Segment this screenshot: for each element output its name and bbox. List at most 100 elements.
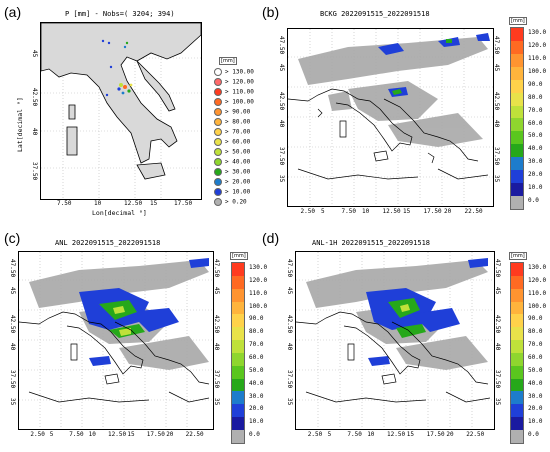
legend-a-row: > 70.00: [214, 128, 250, 136]
legend-a-value: > 30.00: [225, 168, 251, 176]
colorbar-label: 10.0: [528, 184, 543, 192]
xlabel-a: Lon[decimal °]: [92, 209, 147, 217]
panel-title-a: P [mm] - Nobs=( 3204; 394): [65, 10, 175, 18]
colorbar-label: 120.0: [528, 41, 547, 49]
colorbar-label: 70.0: [528, 106, 543, 114]
legend-a-value: > 50.00: [225, 148, 251, 156]
xtick-c: 10: [88, 431, 96, 438]
colorbar-label: 0.0: [528, 431, 539, 439]
xtick-c: 17.50: [146, 431, 165, 438]
ytick-left-c: 45: [9, 286, 16, 295]
ytick-left-c: 42.50: [9, 314, 16, 333]
panel-label-a: (a): [4, 4, 22, 20]
ytick-right-c: 45: [213, 286, 220, 295]
colorbar-segment: [511, 340, 523, 353]
colorbar-segment: [511, 378, 523, 392]
colorbar-segment: [511, 195, 523, 209]
legend-a-marker: [214, 188, 222, 196]
colorbar-segment: [511, 429, 523, 443]
ytick-left-b: 42.50: [278, 91, 285, 110]
panel-label-b: (b): [262, 4, 280, 20]
ytick-right-b: 45: [493, 63, 500, 72]
legend-a-marker: [214, 98, 222, 106]
xtick-b: 20: [444, 208, 452, 215]
ytick-right-c: 40: [213, 342, 220, 350]
ytick-right-b: 40: [493, 119, 500, 127]
colorbar-c: [231, 262, 245, 444]
colorbar-label: 80.0: [528, 328, 543, 336]
panel-label-c: (c): [4, 230, 21, 246]
colorbar-segment: [511, 391, 523, 405]
xtick-c: 7.50: [69, 431, 84, 438]
colorbar-segment: [232, 301, 244, 315]
colorbar-label: 60.0: [249, 354, 264, 361]
xtick-d: 17.50: [426, 431, 445, 438]
colorbar-segment: [232, 352, 244, 366]
colorbar-segment: [232, 404, 244, 418]
colorbar-label: 100.0: [249, 302, 268, 310]
xtick-c: 5: [49, 431, 54, 438]
colorbar-label: 90.0: [528, 315, 543, 323]
colorbar-d: [510, 262, 524, 444]
colorbar-segment: [511, 105, 523, 119]
ytick-right-c: 35: [213, 398, 220, 406]
colorbar-segment: [511, 131, 523, 145]
colorbar-label: 50.0: [528, 366, 543, 374]
legend-a-row: > 80.00: [214, 118, 250, 126]
panel-title-c: ANL 2022091515_2022091518: [55, 239, 161, 247]
colorbar-segment: [511, 288, 523, 302]
colorbar-segment: [511, 66, 523, 80]
obs-dots-a: [101, 39, 133, 97]
colorbar-segment: [511, 301, 523, 315]
colorbar-segment: [232, 365, 244, 379]
ytick-left-b: 45: [278, 63, 285, 72]
legend-a-marker: [214, 178, 222, 186]
xtick-c: 2.50: [30, 431, 45, 438]
colorbar-segment: [511, 417, 523, 430]
panel-title-d: ANL-1H 2022091515_2022091518: [312, 239, 431, 247]
colorbar-segment: [232, 327, 244, 341]
map-b: [287, 28, 494, 207]
xtick-a-5: 17.50: [174, 200, 193, 207]
colorbar-label: 90.0: [528, 80, 543, 88]
ytick-right-d: 35: [494, 398, 501, 406]
colorbar-segment: [232, 263, 244, 276]
colorbar-segment: [511, 79, 523, 93]
colorbar-label: 10.0: [249, 418, 264, 426]
ytick-left-d: 35: [286, 398, 293, 406]
ytick-right-d: 37.50: [494, 370, 501, 389]
legend-a-marker: [214, 78, 222, 86]
colorbar-label: 130.0: [528, 29, 547, 36]
map-d-svg: [296, 252, 494, 429]
ytick-left-d: 37.50: [286, 370, 293, 389]
ytick-left-b: 37.50: [278, 147, 285, 166]
legend-a-value: > 110.00: [225, 88, 254, 96]
colorbar-b-unit: [mm]: [509, 17, 527, 25]
ytick-right-c: 37.50: [213, 370, 220, 389]
xtick-b: 22.50: [464, 208, 483, 215]
colorbar-segment: [232, 340, 244, 353]
legend-a-value: > 90.00: [225, 108, 251, 116]
colorbar-segment: [511, 327, 523, 341]
legend-a-value: > 70.00: [225, 128, 251, 136]
colorbar-segment: [511, 118, 523, 132]
xtick-b: 5: [321, 208, 325, 215]
ytick-right-d: 42.50: [494, 314, 501, 333]
colorbar-segment: [232, 275, 244, 289]
map-d: [295, 251, 495, 430]
ytick-right-c: 42.50: [213, 314, 220, 333]
colorbar-segment: [511, 352, 523, 366]
ytick-right-c: 47.50: [213, 259, 220, 278]
colorbar-label: 120.0: [249, 276, 268, 284]
colorbar-segment: [511, 40, 523, 54]
legend-a-row: > 130.00: [214, 68, 254, 76]
xtick-d: 22.50: [466, 431, 485, 438]
colorbar-label: 100.0: [528, 67, 547, 75]
legend-a-unit: [mm]: [219, 57, 237, 65]
colorbar-label: 20.0: [528, 405, 543, 413]
ytick-right-b: 35: [493, 175, 500, 183]
colorbar-label: 40.0: [528, 379, 543, 387]
colorbar-segment: [232, 429, 244, 443]
ytick-left-b: 40: [278, 119, 285, 127]
colorbar-segment: [232, 417, 244, 430]
